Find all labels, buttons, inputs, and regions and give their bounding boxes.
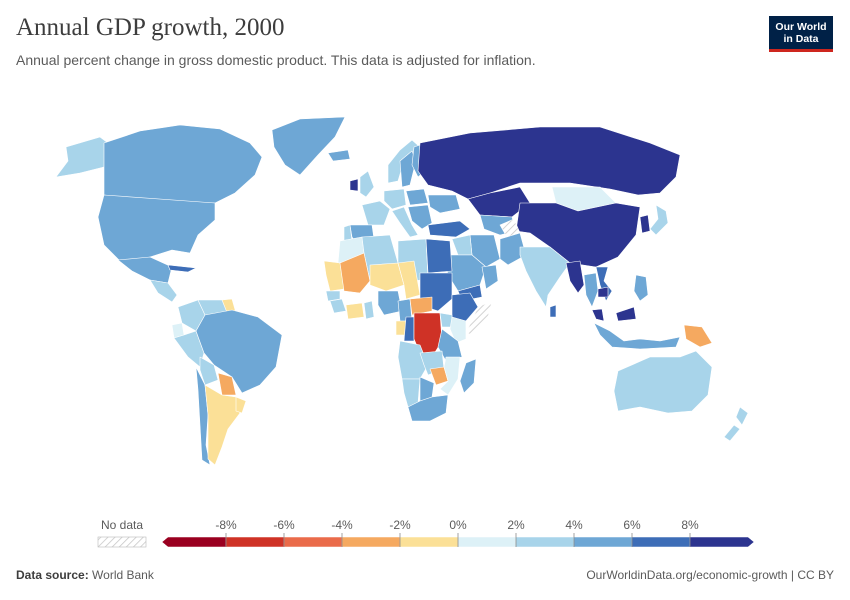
region-philippines[interactable] — [633, 274, 649, 302]
legend-bin-6[interactable] — [515, 536, 575, 548]
region-malaysia[interactable] — [591, 306, 637, 322]
region-iceland[interactable] — [327, 149, 351, 162]
region-turkey[interactable] — [427, 220, 471, 238]
region-cambodia[interactable] — [597, 286, 609, 298]
region-sweden[interactable] — [399, 150, 417, 188]
region-paraguay[interactable] — [217, 372, 237, 396]
region-united-states[interactable] — [97, 194, 216, 266]
region-japan[interactable] — [649, 204, 669, 236]
region-cuba[interactable] — [167, 264, 197, 273]
region-somalia[interactable] — [465, 300, 493, 336]
region-nigeria[interactable] — [377, 290, 403, 316]
region-korea[interactable] — [639, 214, 651, 234]
footer-source: Data source: World Bank — [16, 568, 154, 582]
region-niger[interactable] — [369, 262, 405, 292]
region-pakistan[interactable] — [499, 232, 527, 266]
legend-tick-label: 2% — [507, 518, 525, 532]
legend-bin-8[interactable] — [631, 536, 691, 548]
region-russia[interactable] — [417, 126, 681, 200]
legend-bin-3[interactable] — [341, 536, 401, 548]
region-guinea[interactable] — [329, 298, 347, 314]
region-new-zealand[interactable] — [723, 406, 749, 442]
legend-bin-2[interactable] — [283, 536, 343, 548]
region-mexico[interactable] — [117, 256, 173, 284]
region-united-kingdom[interactable] — [359, 170, 375, 198]
region-germany[interactable] — [383, 188, 407, 210]
data-source-label: Data source: — [16, 568, 89, 582]
logo-line-1: Our World — [775, 21, 827, 33]
region-thailand[interactable] — [583, 272, 599, 308]
legend-bin-1[interactable] — [225, 536, 285, 548]
region-sri-lanka[interactable] — [549, 304, 557, 318]
region-congo[interactable] — [403, 316, 415, 342]
region-ukraine[interactable] — [427, 194, 461, 214]
region-madagascar[interactable] — [459, 358, 477, 394]
world-map — [55, 116, 749, 466]
region-cote-d-ivoire[interactable] — [345, 302, 365, 320]
region-india[interactable] — [519, 246, 571, 308]
legend-tick-label: -8% — [215, 518, 237, 532]
footer-url[interactable]: OurWorldinData.org/economic-growth | CC … — [586, 568, 834, 582]
region-central-african-republic[interactable] — [409, 296, 433, 316]
color-legend: No data -8% -6% -4% -2% 0% 2% 4% 6% 8% — [97, 518, 755, 548]
legend-bin-5[interactable] — [457, 536, 517, 548]
legend-bin-0[interactable] — [161, 536, 227, 548]
region-chad[interactable] — [397, 260, 421, 300]
legend-bin-9[interactable] — [689, 536, 755, 548]
region-uganda[interactable] — [439, 312, 453, 328]
region-balkans[interactable] — [407, 204, 433, 230]
legend-no-data-swatch — [97, 536, 147, 548]
region-australia[interactable] — [613, 350, 713, 414]
logo-line-2: in Data — [783, 33, 819, 45]
region-senegal[interactable] — [325, 290, 341, 302]
region-brazil[interactable] — [195, 309, 283, 394]
legend-no-data-label: No data — [101, 518, 143, 532]
region-iraq[interactable] — [451, 234, 473, 256]
region-italy[interactable] — [391, 206, 419, 238]
legend-tick-label: -6% — [273, 518, 295, 532]
region-poland[interactable] — [405, 188, 429, 206]
legend-tick-label: 4% — [565, 518, 583, 532]
legend-tick-label: 0% — [449, 518, 467, 532]
region-uruguay[interactable] — [235, 396, 247, 414]
region-ireland[interactable] — [349, 178, 359, 192]
data-source-value[interactable]: World Bank — [92, 568, 154, 582]
region-bolivia[interactable] — [199, 356, 219, 386]
region-alaska[interactable] — [55, 136, 109, 178]
owid-logo[interactable]: Our World in Data — [769, 16, 833, 52]
region-china[interactable] — [515, 202, 641, 268]
region-mauritania[interactable] — [323, 260, 345, 292]
chart-title: Annual GDP growth, 2000 — [16, 14, 285, 41]
region-mali[interactable] — [339, 252, 371, 294]
region-central-america[interactable] — [149, 279, 178, 303]
region-papua-new-guinea[interactable] — [683, 324, 713, 348]
legend-tick-label: 6% — [623, 518, 641, 532]
region-canada[interactable] — [103, 124, 263, 204]
region-mozambique[interactable] — [439, 356, 461, 396]
region-ghana[interactable] — [363, 300, 375, 320]
region-indonesia[interactable] — [593, 322, 681, 350]
region-france[interactable] — [361, 200, 391, 226]
region-oman[interactable] — [481, 264, 499, 290]
region-myanmar[interactable] — [565, 260, 585, 294]
region-egypt[interactable] — [425, 238, 453, 274]
legend-bin-7[interactable] — [573, 536, 633, 548]
region-greenland[interactable] — [271, 116, 346, 176]
legend-tick-label: -2% — [389, 518, 411, 532]
region-south-africa[interactable] — [407, 394, 449, 422]
region-argentina[interactable] — [204, 384, 241, 466]
chart-subtitle: Annual percent change in gross domestic … — [16, 52, 536, 68]
legend-tick-label: -4% — [331, 518, 353, 532]
region-kenya[interactable] — [449, 316, 467, 344]
legend-tick-label: 8% — [681, 518, 699, 532]
legend-bin-4[interactable] — [399, 536, 459, 548]
